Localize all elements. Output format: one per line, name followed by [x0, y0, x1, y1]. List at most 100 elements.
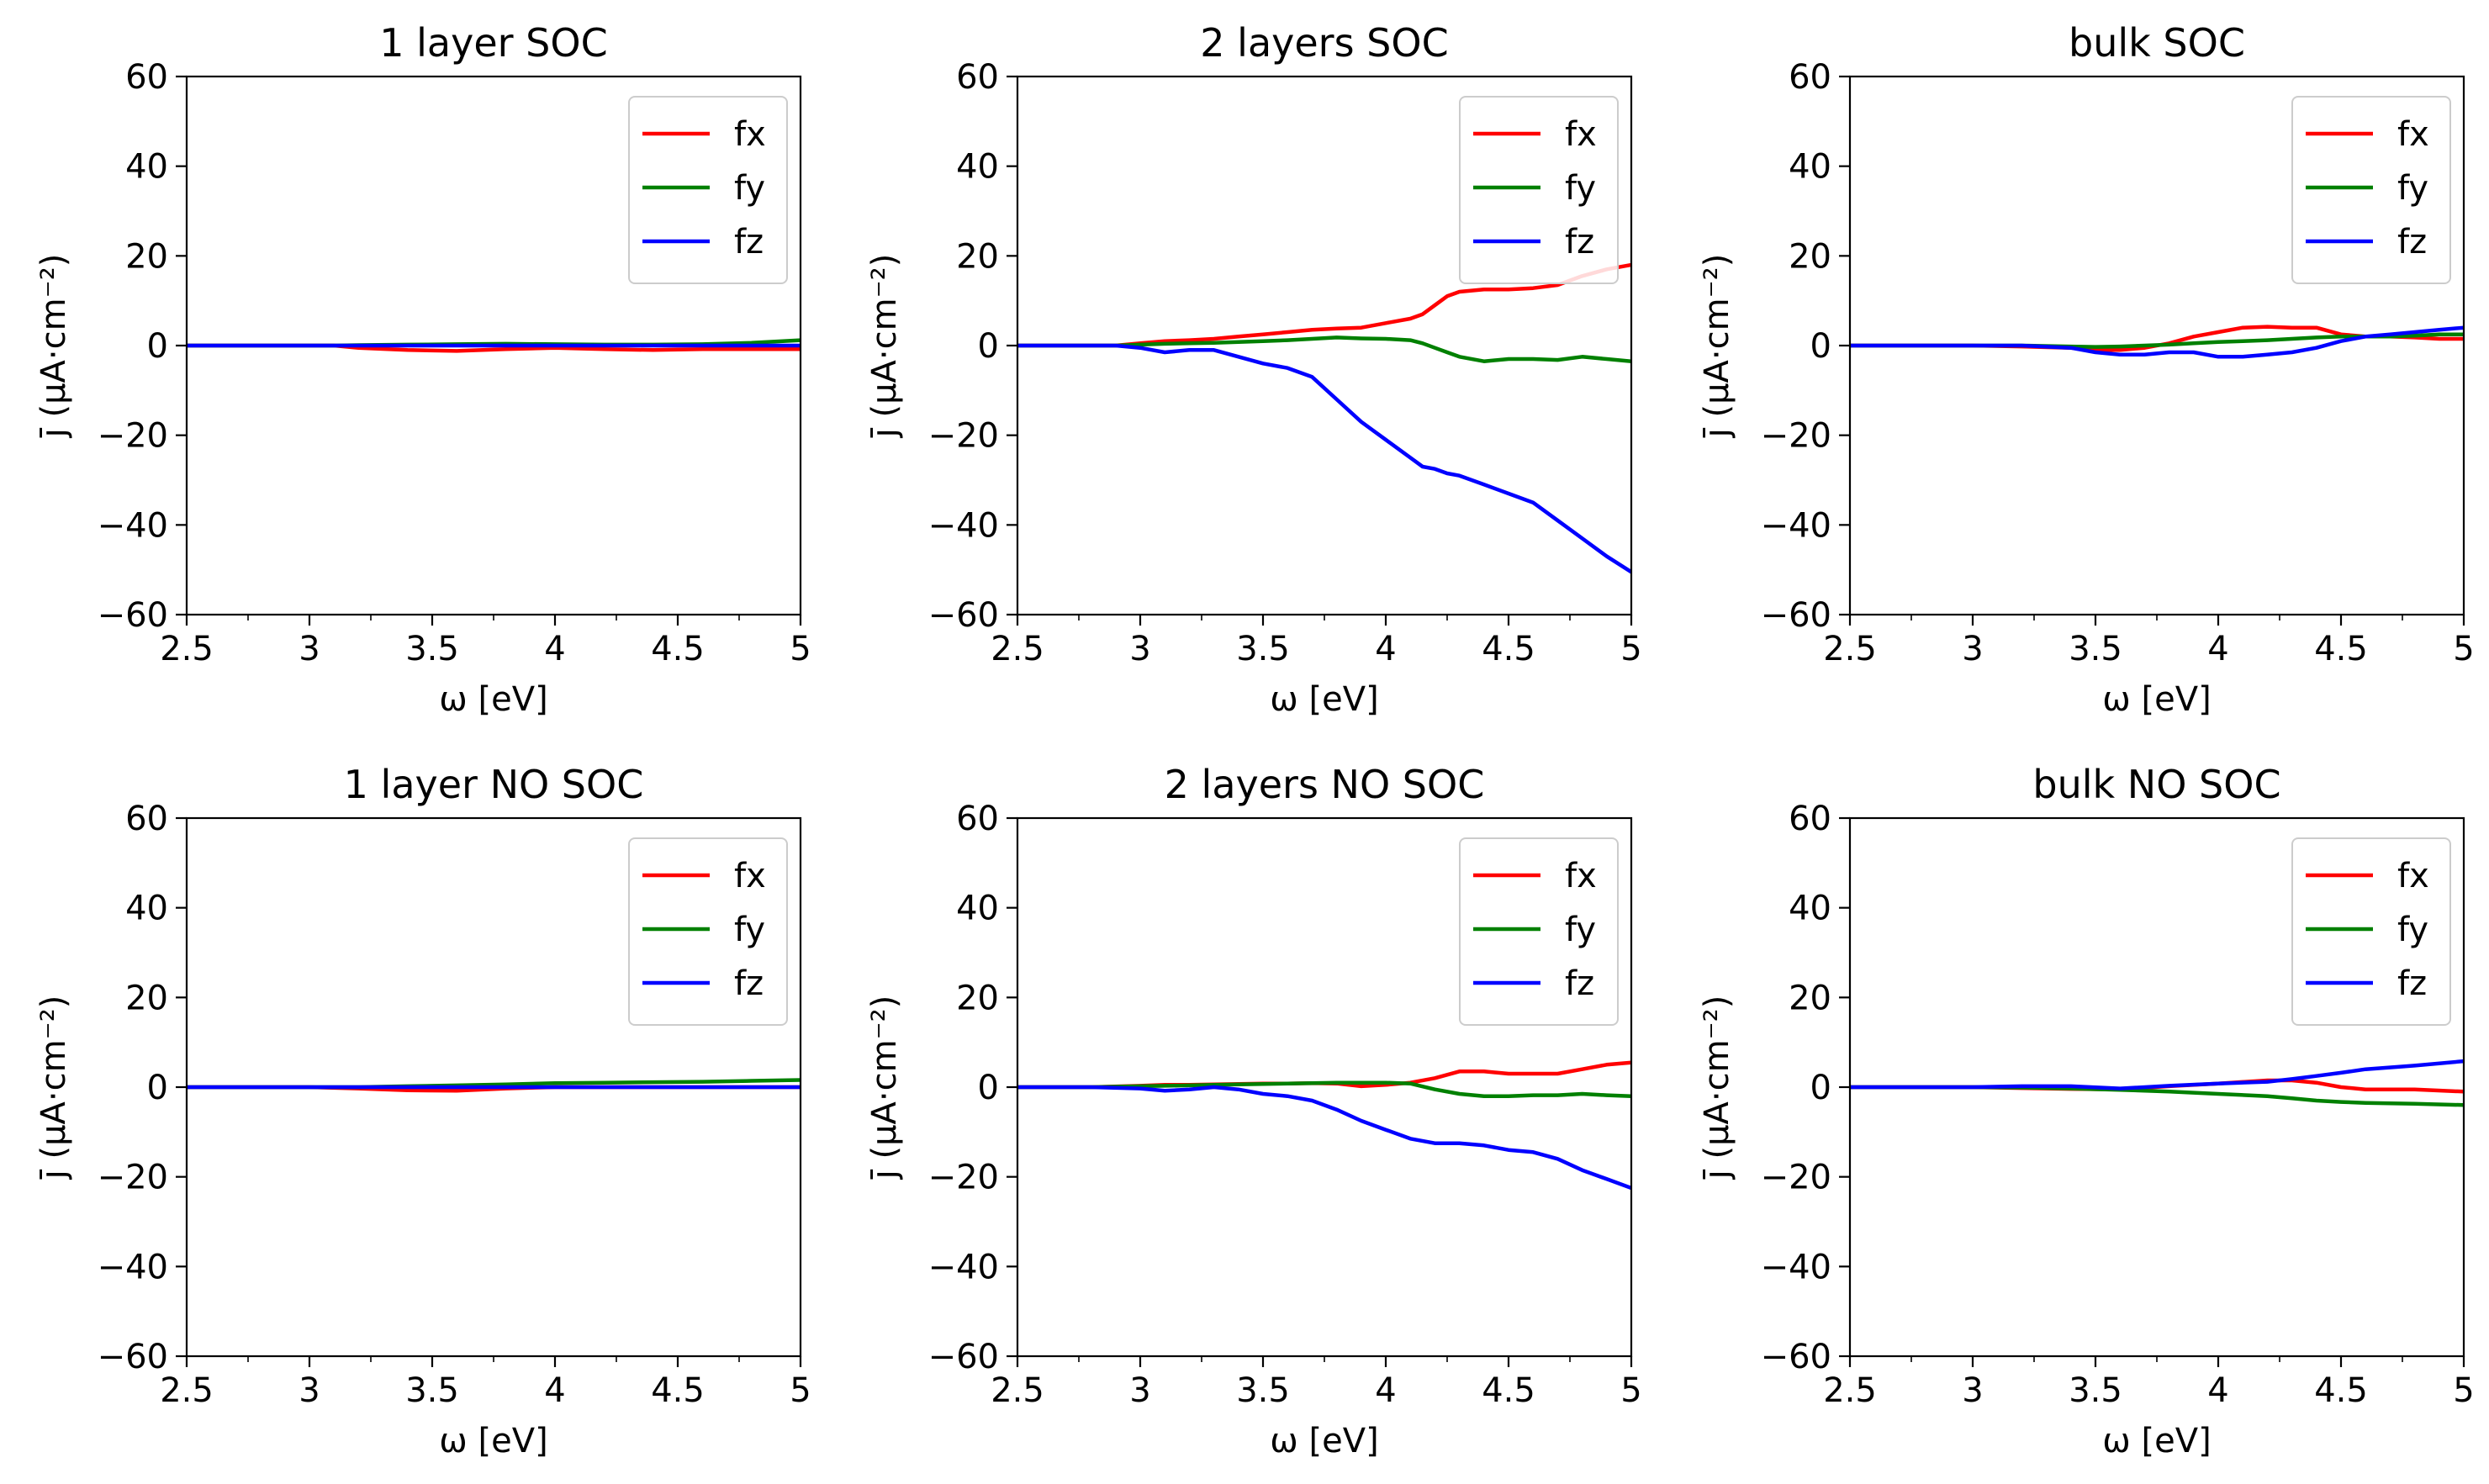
x-tick-label: 4.5 [651, 1371, 705, 1410]
legend-label-fy: fy [1565, 169, 1596, 208]
legend-box [628, 96, 788, 284]
series-lines [1850, 1059, 2464, 1107]
series-lines [1017, 262, 1631, 574]
series-line-fz [1017, 343, 1631, 574]
legend: fx fy fz [1459, 837, 1619, 1026]
y-tick-label: 60 [1789, 800, 1831, 838]
y-tick-label: 0 [147, 327, 168, 366]
x-tick-label: 4 [2207, 630, 2228, 668]
x-axis-label: ω [eV] [2102, 680, 2211, 719]
y-tick-label: −40 [98, 506, 168, 545]
y-tick-label: −40 [928, 1248, 999, 1286]
panel-1-layer-soc: 2.5 3 3.5 4 4.5 5 60 40 20 0 −20 −40 −60 1 layer SOC ω… [34, 20, 811, 719]
x-tick-label: 4.5 [2314, 630, 2368, 668]
legend-label-fx: fx [2397, 115, 2429, 154]
y-tick-label: 60 [956, 58, 999, 97]
series-lines [1850, 325, 2464, 359]
y-tick-label: 40 [956, 148, 999, 187]
y-tick-label: 0 [1810, 1069, 1831, 1107]
series-line-fz [1850, 1059, 2464, 1091]
panel-2-layers-soc: 2.5 3 3.5 4 4.5 5 60 40 20 0 −20 −40 −60 2 layers SOC… [865, 20, 1642, 719]
y-tick-label: −60 [1761, 596, 1831, 635]
legend-label-fz: fz [734, 964, 764, 1003]
panel-title: bulk NO SOC [2032, 762, 2280, 807]
x-tick-label: 2.5 [991, 1371, 1044, 1410]
y-axis-label: j̄ (μA·cm⁻²) [1698, 254, 1736, 439]
y-axis-label: j̄ (μA·cm⁻²) [34, 995, 73, 1180]
y-tick-label: 40 [1789, 148, 1831, 187]
legend-box [628, 837, 788, 1026]
x-tick-label: 2.5 [1823, 1371, 1877, 1410]
legend: fx fy fz [628, 837, 788, 1026]
series-line-fx [1017, 262, 1631, 348]
legend-label-fz: fz [2397, 223, 2427, 261]
legend-label-fx: fx [734, 115, 766, 154]
series-lines [187, 1078, 801, 1093]
panel-title: 2 layers NO SOC [1165, 762, 1485, 807]
y-tick-label: 40 [1789, 890, 1831, 928]
legend-label-fy: fy [734, 911, 765, 949]
y-tick-label: −20 [928, 1159, 999, 1197]
legend-label-fx: fx [2397, 857, 2429, 895]
legend-label-fx: fx [1565, 115, 1597, 154]
legend-label-fx: fx [734, 857, 766, 895]
panel-title: 2 layers SOC [1200, 20, 1448, 66]
y-tick-label: 20 [125, 237, 168, 276]
x-tick-label: 4 [1375, 1371, 1396, 1410]
legend-box [1459, 96, 1619, 284]
y-tick-label: −20 [98, 1159, 168, 1197]
panel-bulk-no-soc: 2.5 3 3.5 4 4.5 5 60 40 20 0 −20 −40 −60 bulk NO SOC ω… [1698, 762, 2475, 1460]
x-tick-label: 4.5 [2314, 1371, 2368, 1410]
x-axis-label: ω [eV] [1270, 680, 1378, 719]
legend: fx fy fz [2291, 96, 2451, 284]
y-tick-label: −60 [928, 596, 999, 635]
x-axis-label: ω [eV] [439, 680, 547, 719]
y-tick-label: 0 [147, 1069, 168, 1107]
x-tick-label: 2.5 [160, 1371, 214, 1410]
legend-label-fz: fz [1565, 964, 1594, 1003]
y-tick-label: 0 [1810, 327, 1831, 366]
y-tick-label: −40 [1761, 1248, 1831, 1286]
x-tick-label: 3 [299, 1371, 320, 1410]
x-tick-label: 3 [1962, 630, 1983, 668]
x-tick-label: 4.5 [1482, 1371, 1535, 1410]
x-tick-label: 4.5 [1482, 630, 1535, 668]
y-tick-label: −20 [928, 417, 999, 456]
y-tick-label: 20 [1789, 979, 1831, 1017]
y-axis-label: j̄ (μA·cm⁻²) [1698, 995, 1736, 1180]
y-tick-label: 60 [1789, 58, 1831, 97]
y-tick-label: −60 [1761, 1338, 1831, 1376]
y-tick-label: −20 [1761, 417, 1831, 456]
legend-label-fy: fy [734, 169, 765, 208]
x-axis-label: ω [eV] [1270, 1422, 1378, 1460]
panel-2-layers-no-soc: 2.5 3 3.5 4 4.5 5 60 40 20 0 −20 −40 −60 2 layers NO … [865, 762, 1642, 1460]
y-tick-label: −60 [928, 1338, 999, 1376]
panel-bulk-soc: 2.5 3 3.5 4 4.5 5 60 40 20 0 −20 −40 −60 bulk SOC ω [e… [1698, 20, 2475, 719]
legend: fx fy fz [2291, 837, 2451, 1026]
y-tick-label: 60 [125, 800, 168, 838]
y-tick-label: 40 [125, 148, 168, 187]
series-lines [1017, 1060, 1631, 1191]
x-tick-label: 4 [544, 1371, 565, 1410]
x-tick-label: 5 [2453, 630, 2474, 668]
panel-title: bulk SOC [2069, 20, 2245, 66]
y-tick-label: −40 [1761, 506, 1831, 545]
y-axis-label: j̄ (μA·cm⁻²) [34, 254, 73, 439]
y-tick-label: 40 [956, 890, 999, 928]
x-tick-label: 3.5 [1236, 1371, 1290, 1410]
x-tick-label: 4.5 [651, 630, 705, 668]
x-tick-label: 2.5 [991, 630, 1044, 668]
x-tick-label: 5 [790, 1371, 811, 1410]
legend-label-fz: fz [734, 223, 764, 261]
y-tick-label: 60 [956, 800, 999, 838]
x-tick-label: 3 [299, 630, 320, 668]
y-axis-label: j̄ (μA·cm⁻²) [865, 254, 904, 439]
x-tick-label: 5 [1620, 1371, 1641, 1410]
legend-label-fz: fz [1565, 223, 1594, 261]
x-tick-label: 3.5 [405, 630, 459, 668]
x-tick-label: 5 [2453, 1371, 2474, 1410]
legend-box [2291, 837, 2451, 1026]
x-axis-label: ω [eV] [2102, 1422, 2211, 1460]
y-tick-label: −40 [98, 1248, 168, 1286]
legend-label-fy: fy [1565, 911, 1596, 949]
